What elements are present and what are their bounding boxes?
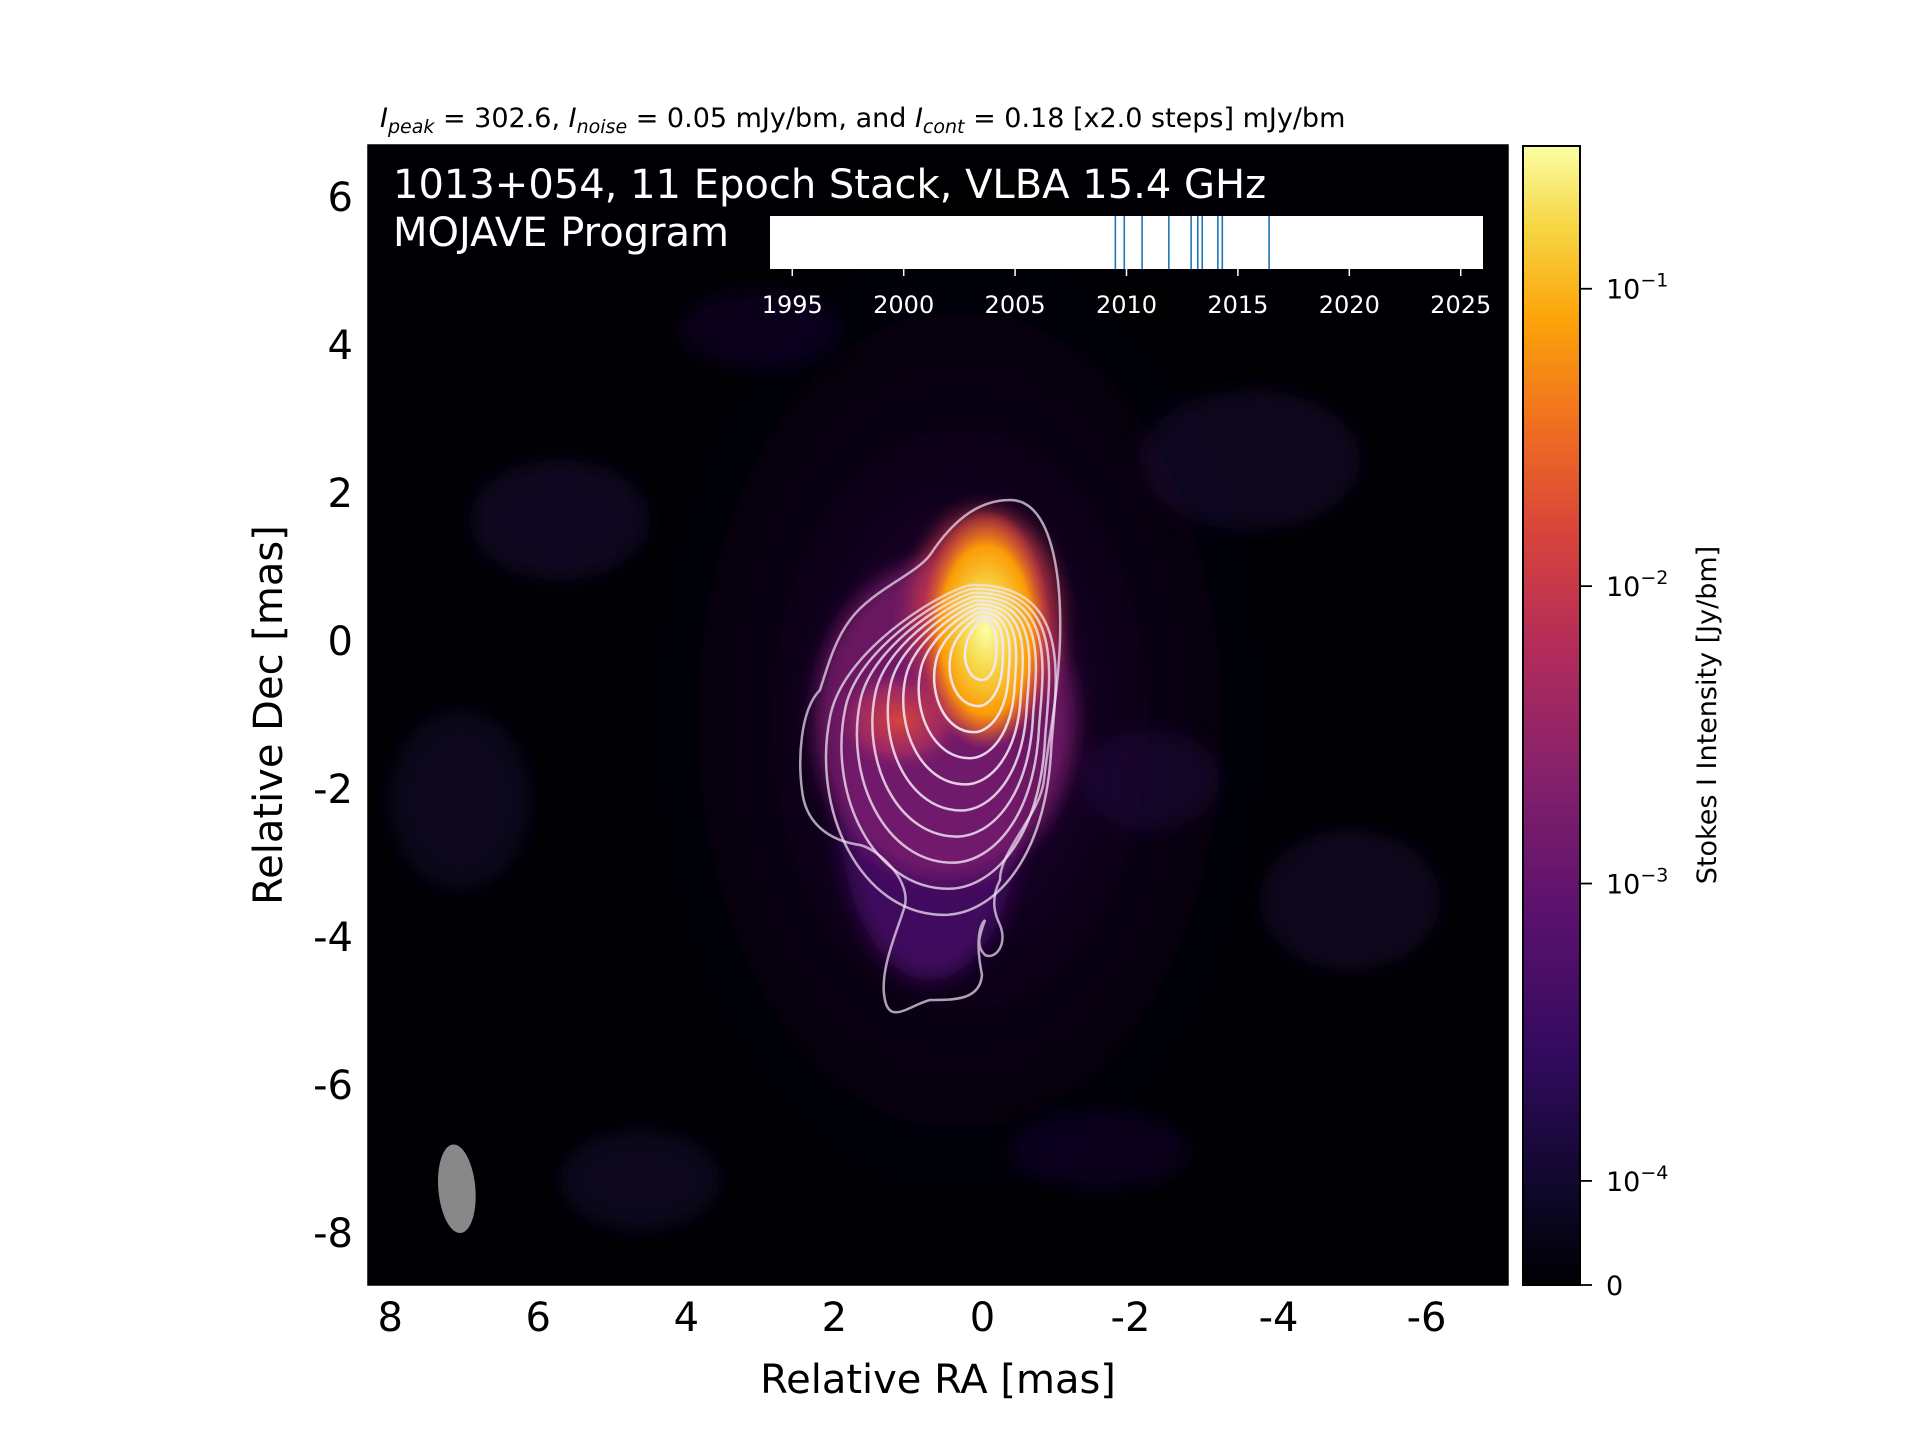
y-tick-label: -2 [313,767,353,813]
x-tick-label: -2 [1111,1295,1151,1341]
y-tick-label: -8 [313,1211,353,1257]
colorbar-tick-label: 10−1 [1606,270,1668,306]
header-stats: Ipeak = 302.6, Inoise = 0.05 mJy/bm, and… [380,103,1345,138]
contour-level [917,607,1018,760]
contour-level [871,595,1038,838]
contour-level [799,498,1062,1014]
contour-level [840,587,1051,891]
x-tick-label: 2 [822,1295,847,1341]
colorbar-tick-label: 10−3 [1606,865,1668,901]
x-tick-label: 4 [674,1295,699,1341]
map-frame [367,144,1509,1286]
epoch-tick-label: 1995 [762,291,823,319]
epoch-tick-label: 2015 [1207,291,1268,319]
map-title-line1: 1013+054, 11 Epoch Stack, VLBA 15.4 GHz [393,162,1266,208]
x-tick-label: -4 [1259,1295,1299,1341]
colorbar-ticks: 0 10−4 10−3 10−2 10−1 [1580,270,1668,1302]
beam [437,1144,476,1234]
map-title-line2: MOJAVE Program [393,210,729,256]
epoch-tick-label: 2010 [1096,291,1157,319]
contour-level [932,610,1011,734]
x-tick-label: 8 [377,1295,402,1341]
x-tick-label: 0 [970,1295,995,1341]
y-tick-label: -4 [313,915,353,961]
contour-level [855,591,1044,864]
contour-set [799,498,1062,1014]
map-panel [368,145,1508,1285]
contour-level [886,599,1031,812]
y-tick-label: 0 [328,619,353,665]
colorbar-gradient [1522,145,1581,1286]
epoch-lines [1114,216,1270,269]
epoch-tick-label: 2000 [873,291,934,319]
colorbar-tick-label: 0 [1606,1271,1623,1302]
x-tick-label: 6 [526,1295,551,1341]
epoch-axis: 1995 2000 2005 2010 2015 2020 2025 [762,269,1491,319]
y-tick-label: 4 [328,323,353,369]
contour-level [948,614,1005,708]
y-axis-label: Relative Dec [mas] [246,525,292,905]
epochs-inset-box [770,216,1483,269]
y-tick-label: 2 [328,471,353,517]
contour-level [963,618,998,682]
contour-level [901,603,1024,786]
contour-level [824,583,1057,917]
epoch-tick-label: 2005 [985,291,1046,319]
colorbar-label: Stokes I Intensity [Jy/bm] [1692,546,1723,884]
colorbar-tick-label: 10−4 [1606,1162,1668,1198]
x-axis: 8 6 4 2 0 -2 -4 -6 [377,145,1447,1341]
epochs-inset: 1995 2000 2005 2010 2015 2020 2025 [762,216,1491,319]
x-axis-label: Relative RA [mas] [760,1357,1116,1403]
colorbar: 0 10−4 10−3 10−2 10−1 Stokes I Intensity [Jy… [1522,145,1723,1302]
epoch-tick-label: 2025 [1430,291,1491,319]
beam-ellipse [437,1144,476,1234]
y-axis: 6 4 2 0 -2 -4 -6 -8 [313,175,1508,1257]
colorbar-tick-label: 10−2 [1606,567,1668,603]
epoch-tick-label: 2020 [1319,291,1380,319]
y-tick-label: 6 [328,175,353,221]
y-tick-label: -6 [313,1063,353,1109]
x-tick-label: -6 [1407,1295,1447,1341]
